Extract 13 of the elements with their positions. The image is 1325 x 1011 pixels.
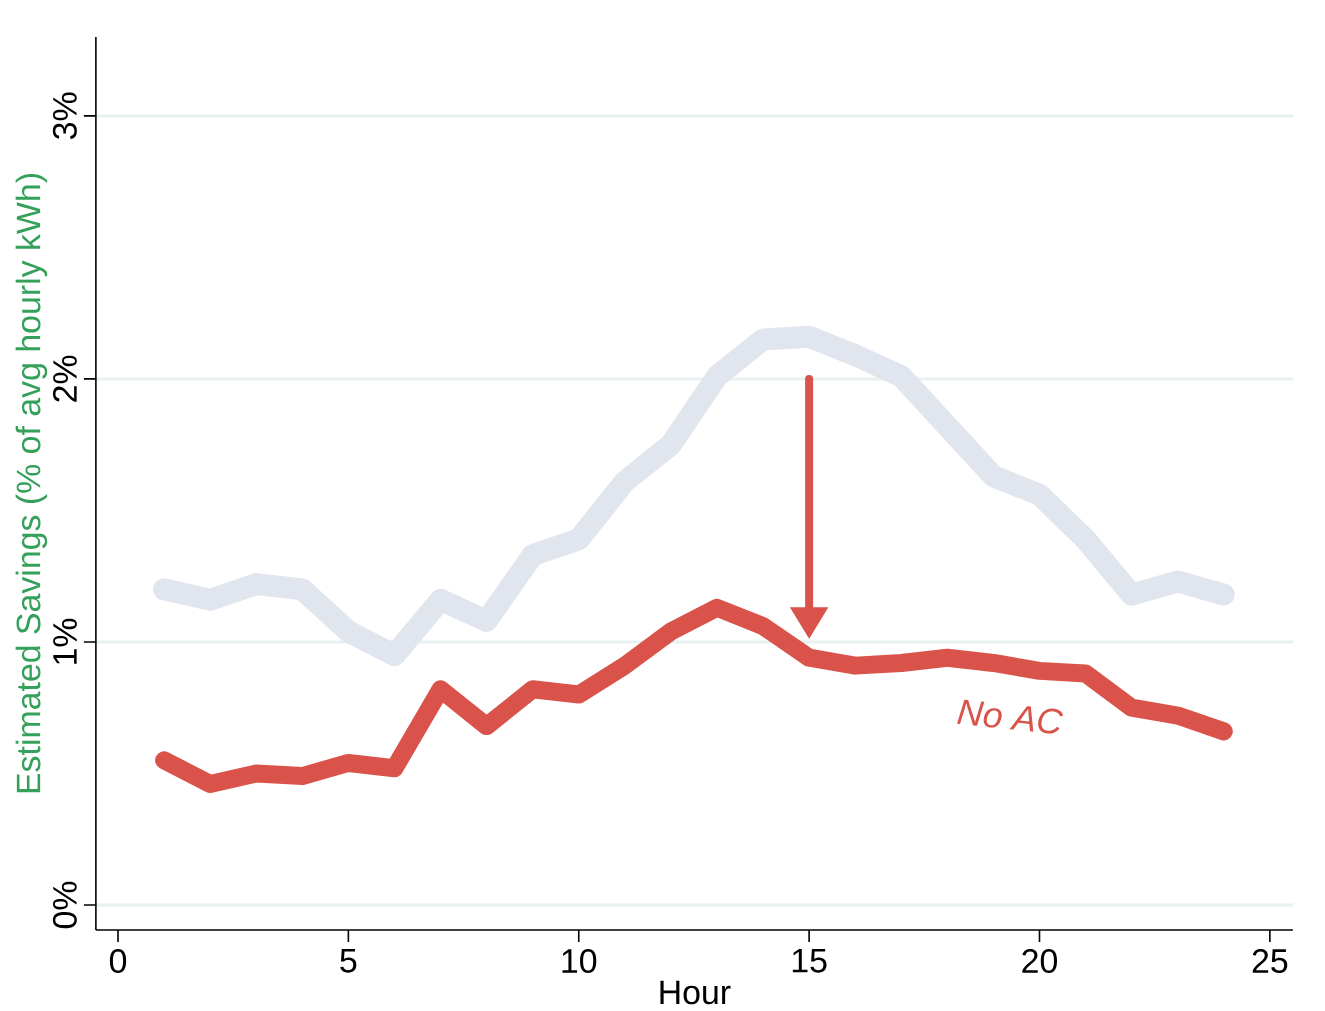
x-tick-label: 10 [562,949,597,974]
x-tick-label: 15 [792,949,827,973]
x-axis-title: Hour [660,980,731,1005]
x-tick-label: 20 [1022,949,1058,974]
x-tick-label: 5 [340,949,357,973]
y-tick-label: 3% [52,92,77,140]
y-tick-label: 2% [52,355,77,402]
y-tick-label: 1% [53,618,77,664]
x-tick-label: 0 [109,949,127,974]
text: No AC [957,699,1064,734]
y-tick-label: 0% [52,881,77,929]
y-axis-title: Estimated Savings (% of avg hourly kWh) [15,174,48,793]
x-tick-label: 25 [1252,949,1288,974]
